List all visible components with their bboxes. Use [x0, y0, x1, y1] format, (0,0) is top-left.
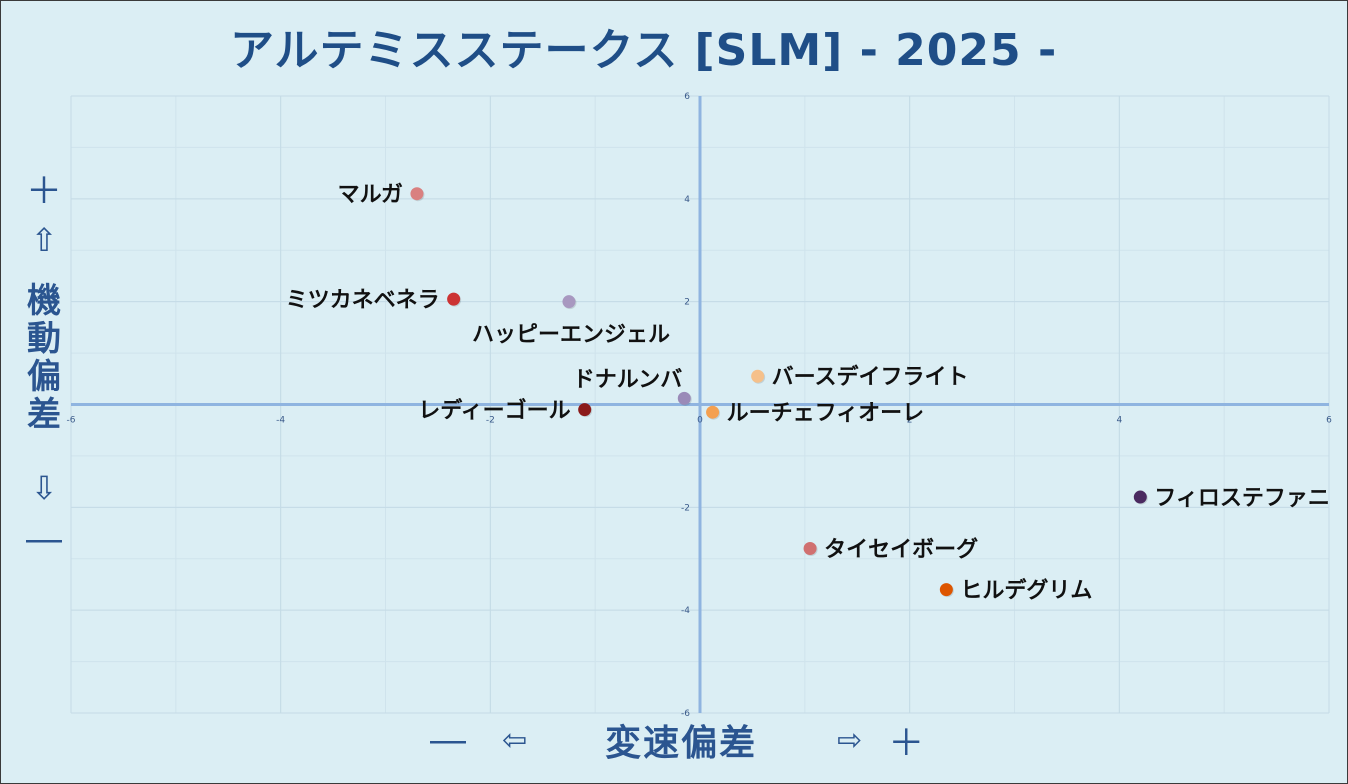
point-label: レディーゴール	[418, 398, 570, 424]
y-tick-label: -4	[681, 606, 690, 616]
data-point	[706, 405, 720, 419]
y-label-char-1: 機	[27, 281, 61, 321]
data-point	[578, 403, 592, 417]
point-label: ドナルンバ	[573, 367, 683, 392]
data-point	[677, 391, 691, 405]
point-label: タイセイボーグ	[824, 536, 978, 562]
x-tick-label: 0	[697, 416, 703, 426]
x-tick-label: 2	[907, 416, 913, 426]
y-tick-label: 6	[684, 92, 690, 102]
y-label-char-4: 差	[27, 395, 61, 435]
y-plus-sign: ＋	[25, 171, 62, 212]
y-tick-label: 4	[684, 195, 690, 205]
data-point	[1133, 490, 1147, 504]
right-arrow-icon: ⇨	[837, 722, 863, 758]
data-point	[939, 583, 953, 597]
x-plus-sign: ＋	[888, 723, 925, 764]
tick-labels: -6 -4 -2 0 2 4 6 -6 -4 -2 2 4 6	[67, 92, 1333, 719]
y-minus-sign: ―	[26, 519, 62, 560]
left-arrow-icon: ⇦	[502, 722, 528, 758]
point-label: ルーチェフィオーレ	[727, 401, 925, 426]
y-label-char-3: 偏	[27, 357, 61, 397]
x-axis-label: 変速偏差	[605, 723, 758, 764]
chart-title: アルテミスステークス [SLM] - 2025 -	[230, 25, 1058, 76]
x-tick-label: -6	[67, 416, 76, 426]
y-tick-label: 2	[684, 298, 690, 308]
x-minus-sign: ―	[430, 719, 466, 761]
down-arrow-icon: ⇩	[30, 469, 58, 507]
y-tick-label: -2	[681, 503, 690, 513]
x-tick-label: -4	[276, 416, 285, 426]
y-label-char-2: 動	[27, 319, 61, 359]
point-label: フィロステファニ	[1154, 486, 1330, 511]
data-point	[803, 541, 817, 555]
data-point	[562, 295, 576, 309]
x-tick-label: -2	[486, 416, 495, 426]
data-point	[410, 187, 424, 201]
y-tick-label: -6	[681, 709, 690, 719]
up-arrow-icon: ⇧	[30, 221, 58, 259]
point-label: ミツカネベネラ	[286, 288, 440, 313]
data-point	[751, 369, 765, 383]
point-label: マルガ	[338, 183, 403, 208]
x-tick-label: 6	[1326, 416, 1332, 426]
point-label: ハッピーエンジェル	[472, 323, 670, 348]
y-axis-label-group: ＋ ⇧ 機 動 偏 差 ⇩ ―	[16, 172, 72, 560]
point-label: ヒルデグリム	[960, 578, 1092, 604]
x-tick-label: 4	[1116, 416, 1122, 426]
axes	[71, 96, 1329, 713]
point-label: バースデイフライト	[772, 364, 969, 390]
x-axis-label-group: ― ⇦ 変速偏差 ⇨ ＋	[430, 714, 924, 766]
data-point	[447, 292, 461, 306]
